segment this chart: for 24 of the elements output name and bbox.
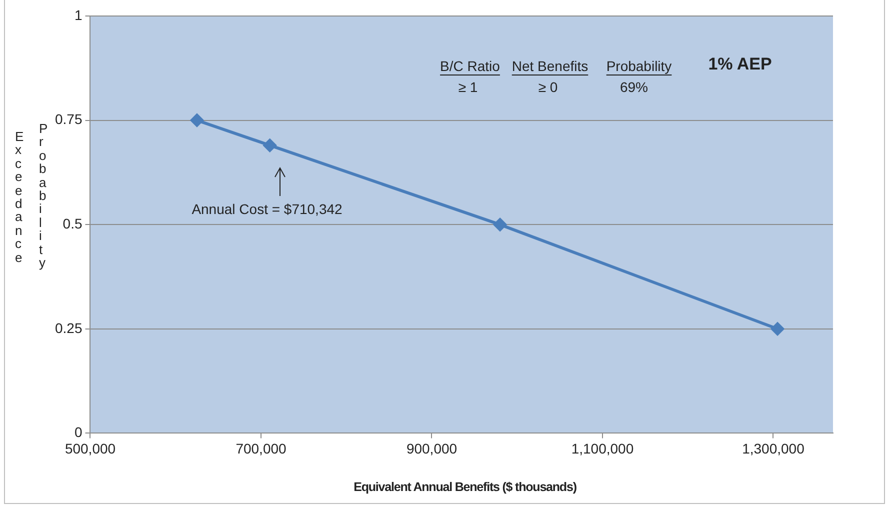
y-tick-label: 1 xyxy=(74,6,82,23)
annotation: Annual Cost = $710,342 xyxy=(192,200,343,217)
y-tick-label: 0 xyxy=(74,424,82,440)
y-tick-label: 0.25 xyxy=(55,320,82,336)
x-axis-title: Equivalent Annual Benefits ($ thousands) xyxy=(352,480,578,494)
x-tick-label: 500,000 xyxy=(64,440,116,456)
annotation: B/C Ratio xyxy=(440,58,500,74)
annotation: ≥ 0 xyxy=(538,78,558,95)
point xyxy=(771,322,784,336)
x-tick-label: 1,300,000 xyxy=(742,440,805,456)
y-tick-label: 0.75 xyxy=(55,111,82,128)
annotation: 1% AEP xyxy=(708,54,772,74)
annotation: ≥ 1 xyxy=(458,78,478,95)
x-tick-label: 900,000 xyxy=(406,440,458,456)
point xyxy=(263,138,276,152)
y-tick-label: 0.5 xyxy=(62,215,82,232)
x-tick-label: 700,000 xyxy=(236,440,287,456)
annotation: Net Benefits xyxy=(512,58,588,74)
x-tick-label: 1,100,000 xyxy=(571,440,634,456)
annotation: Probability xyxy=(606,58,672,74)
text: Exceedance Probability xyxy=(15,121,48,270)
point xyxy=(190,114,204,127)
point xyxy=(494,218,507,232)
annotation: 69% xyxy=(620,78,648,95)
